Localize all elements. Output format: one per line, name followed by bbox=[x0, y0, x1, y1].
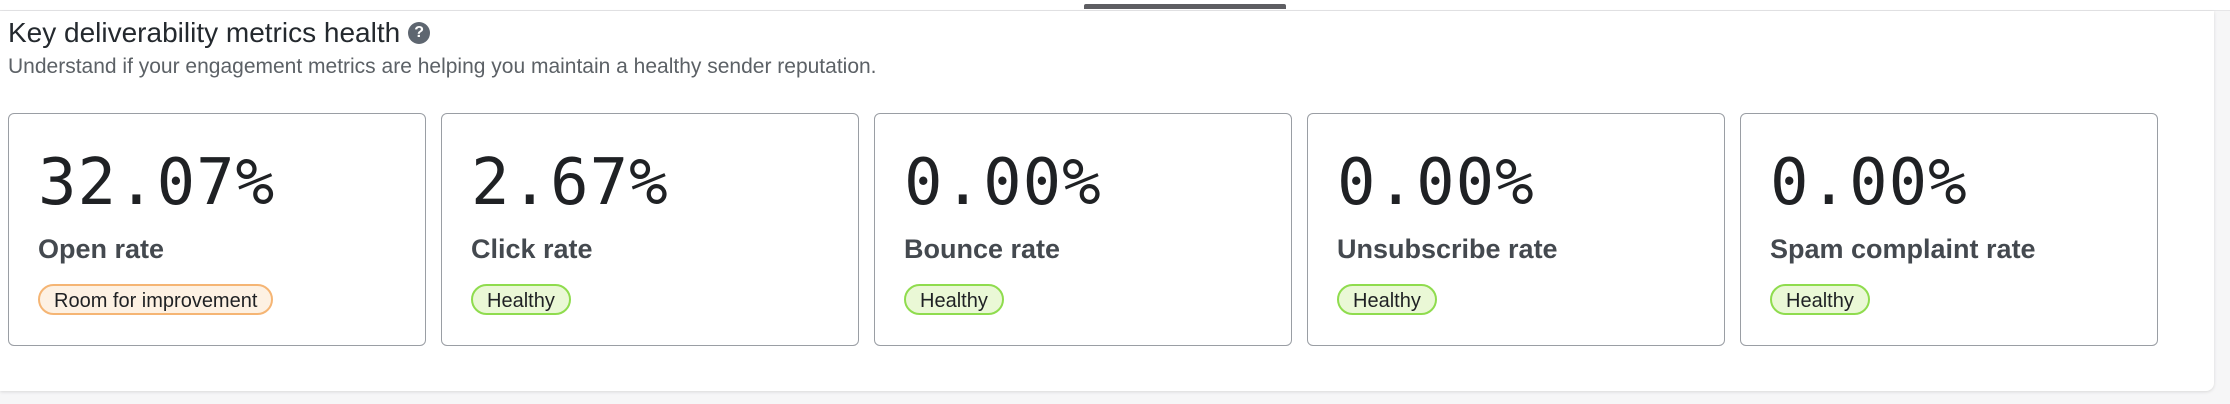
metric-label: Click rate bbox=[471, 234, 593, 264]
metric-cards: 32.07% Open rate Room for improvement 2.… bbox=[8, 113, 2158, 346]
metric-card-spam-complaint-rate: 0.00% Spam complaint rate Healthy bbox=[1740, 113, 2158, 346]
metric-value: 32.07% bbox=[38, 146, 276, 220]
section-subtitle: Understand if your engagement metrics ar… bbox=[8, 55, 877, 78]
status-badge: Room for improvement bbox=[38, 284, 274, 315]
metric-value: 0.00% bbox=[1337, 146, 1535, 220]
metric-card-unsubscribe-rate: 0.00% Unsubscribe rate Healthy bbox=[1307, 113, 1725, 346]
metric-card-click-rate: 2.67% Click rate Healthy bbox=[441, 113, 859, 346]
metric-label: Spam complaint rate bbox=[1770, 234, 2036, 264]
section-title: Key deliverability metrics health ? bbox=[8, 17, 431, 49]
metric-label: Unsubscribe rate bbox=[1337, 234, 1558, 264]
status-badge: Healthy bbox=[1337, 284, 1437, 315]
metric-value: 2.67% bbox=[471, 146, 669, 220]
metric-label: Bounce rate bbox=[904, 234, 1061, 264]
status-badge: Healthy bbox=[904, 284, 1004, 315]
question-circle-icon[interactable]: ? bbox=[408, 22, 431, 44]
metric-value: 0.00% bbox=[904, 146, 1102, 220]
metric-value: 0.00% bbox=[1770, 146, 1968, 220]
metric-card-open-rate: 32.07% Open rate Room for improvement bbox=[8, 113, 426, 346]
status-badge: Healthy bbox=[1770, 284, 1870, 315]
section-title-text: Key deliverability metrics health bbox=[8, 17, 401, 48]
metric-label: Open rate bbox=[38, 234, 165, 264]
status-badge: Healthy bbox=[471, 284, 571, 315]
metric-card-bounce-rate: 0.00% Bounce rate Healthy bbox=[874, 113, 1292, 346]
top-tab-indicator bbox=[1084, 4, 1286, 9]
deliverability-panel: Key deliverability metrics health ? Unde… bbox=[0, 11, 2214, 391]
